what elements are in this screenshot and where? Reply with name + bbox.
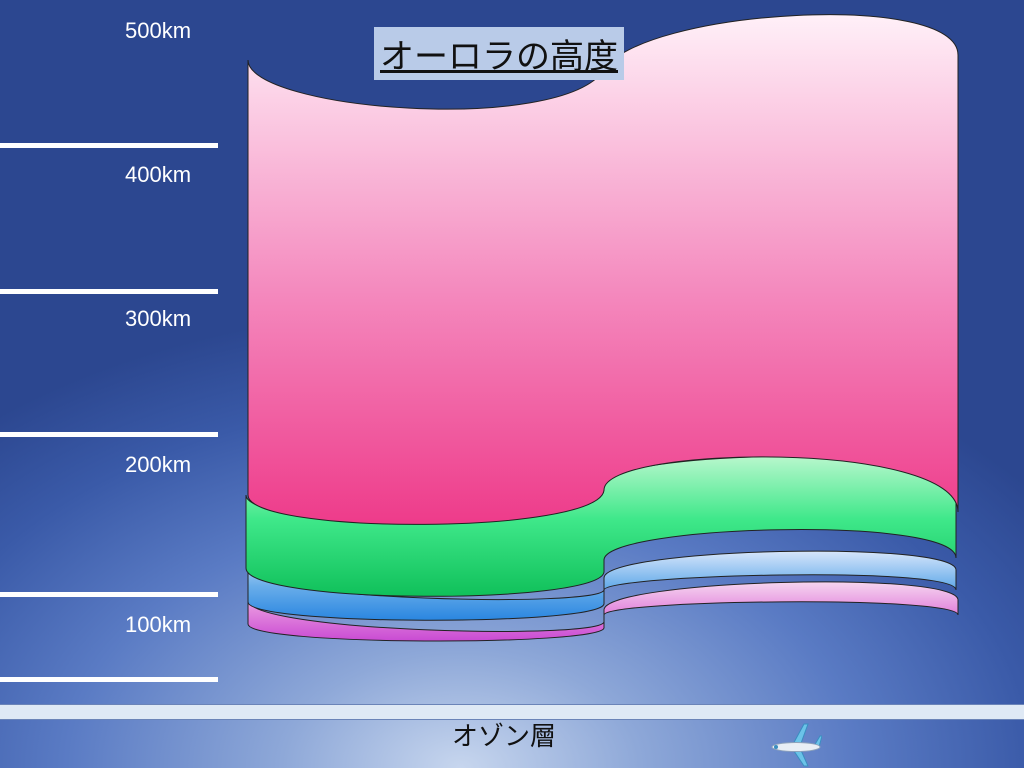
tick-100km [0,592,218,597]
ozone-layer-label: オゾン層 [452,722,557,752]
label-500km: 500km [125,18,192,43]
pink-aurora-curtain [247,14,959,525]
label-400km: 400km [125,162,192,187]
magenta-aurora-band [247,581,959,642]
tick-300km [0,289,218,294]
ozone-layer-band [0,704,1024,720]
tick-0km [0,677,218,682]
tick-200km [0,432,218,437]
airplane-icon [771,723,822,767]
label-100km: 100km [125,612,192,637]
tick-400km [0,143,218,148]
label-300km: 300km [125,306,192,331]
label-200km: 200km [125,452,192,477]
diagram-title: オーロラの高度 [374,27,624,80]
blue-aurora-band [247,550,957,621]
